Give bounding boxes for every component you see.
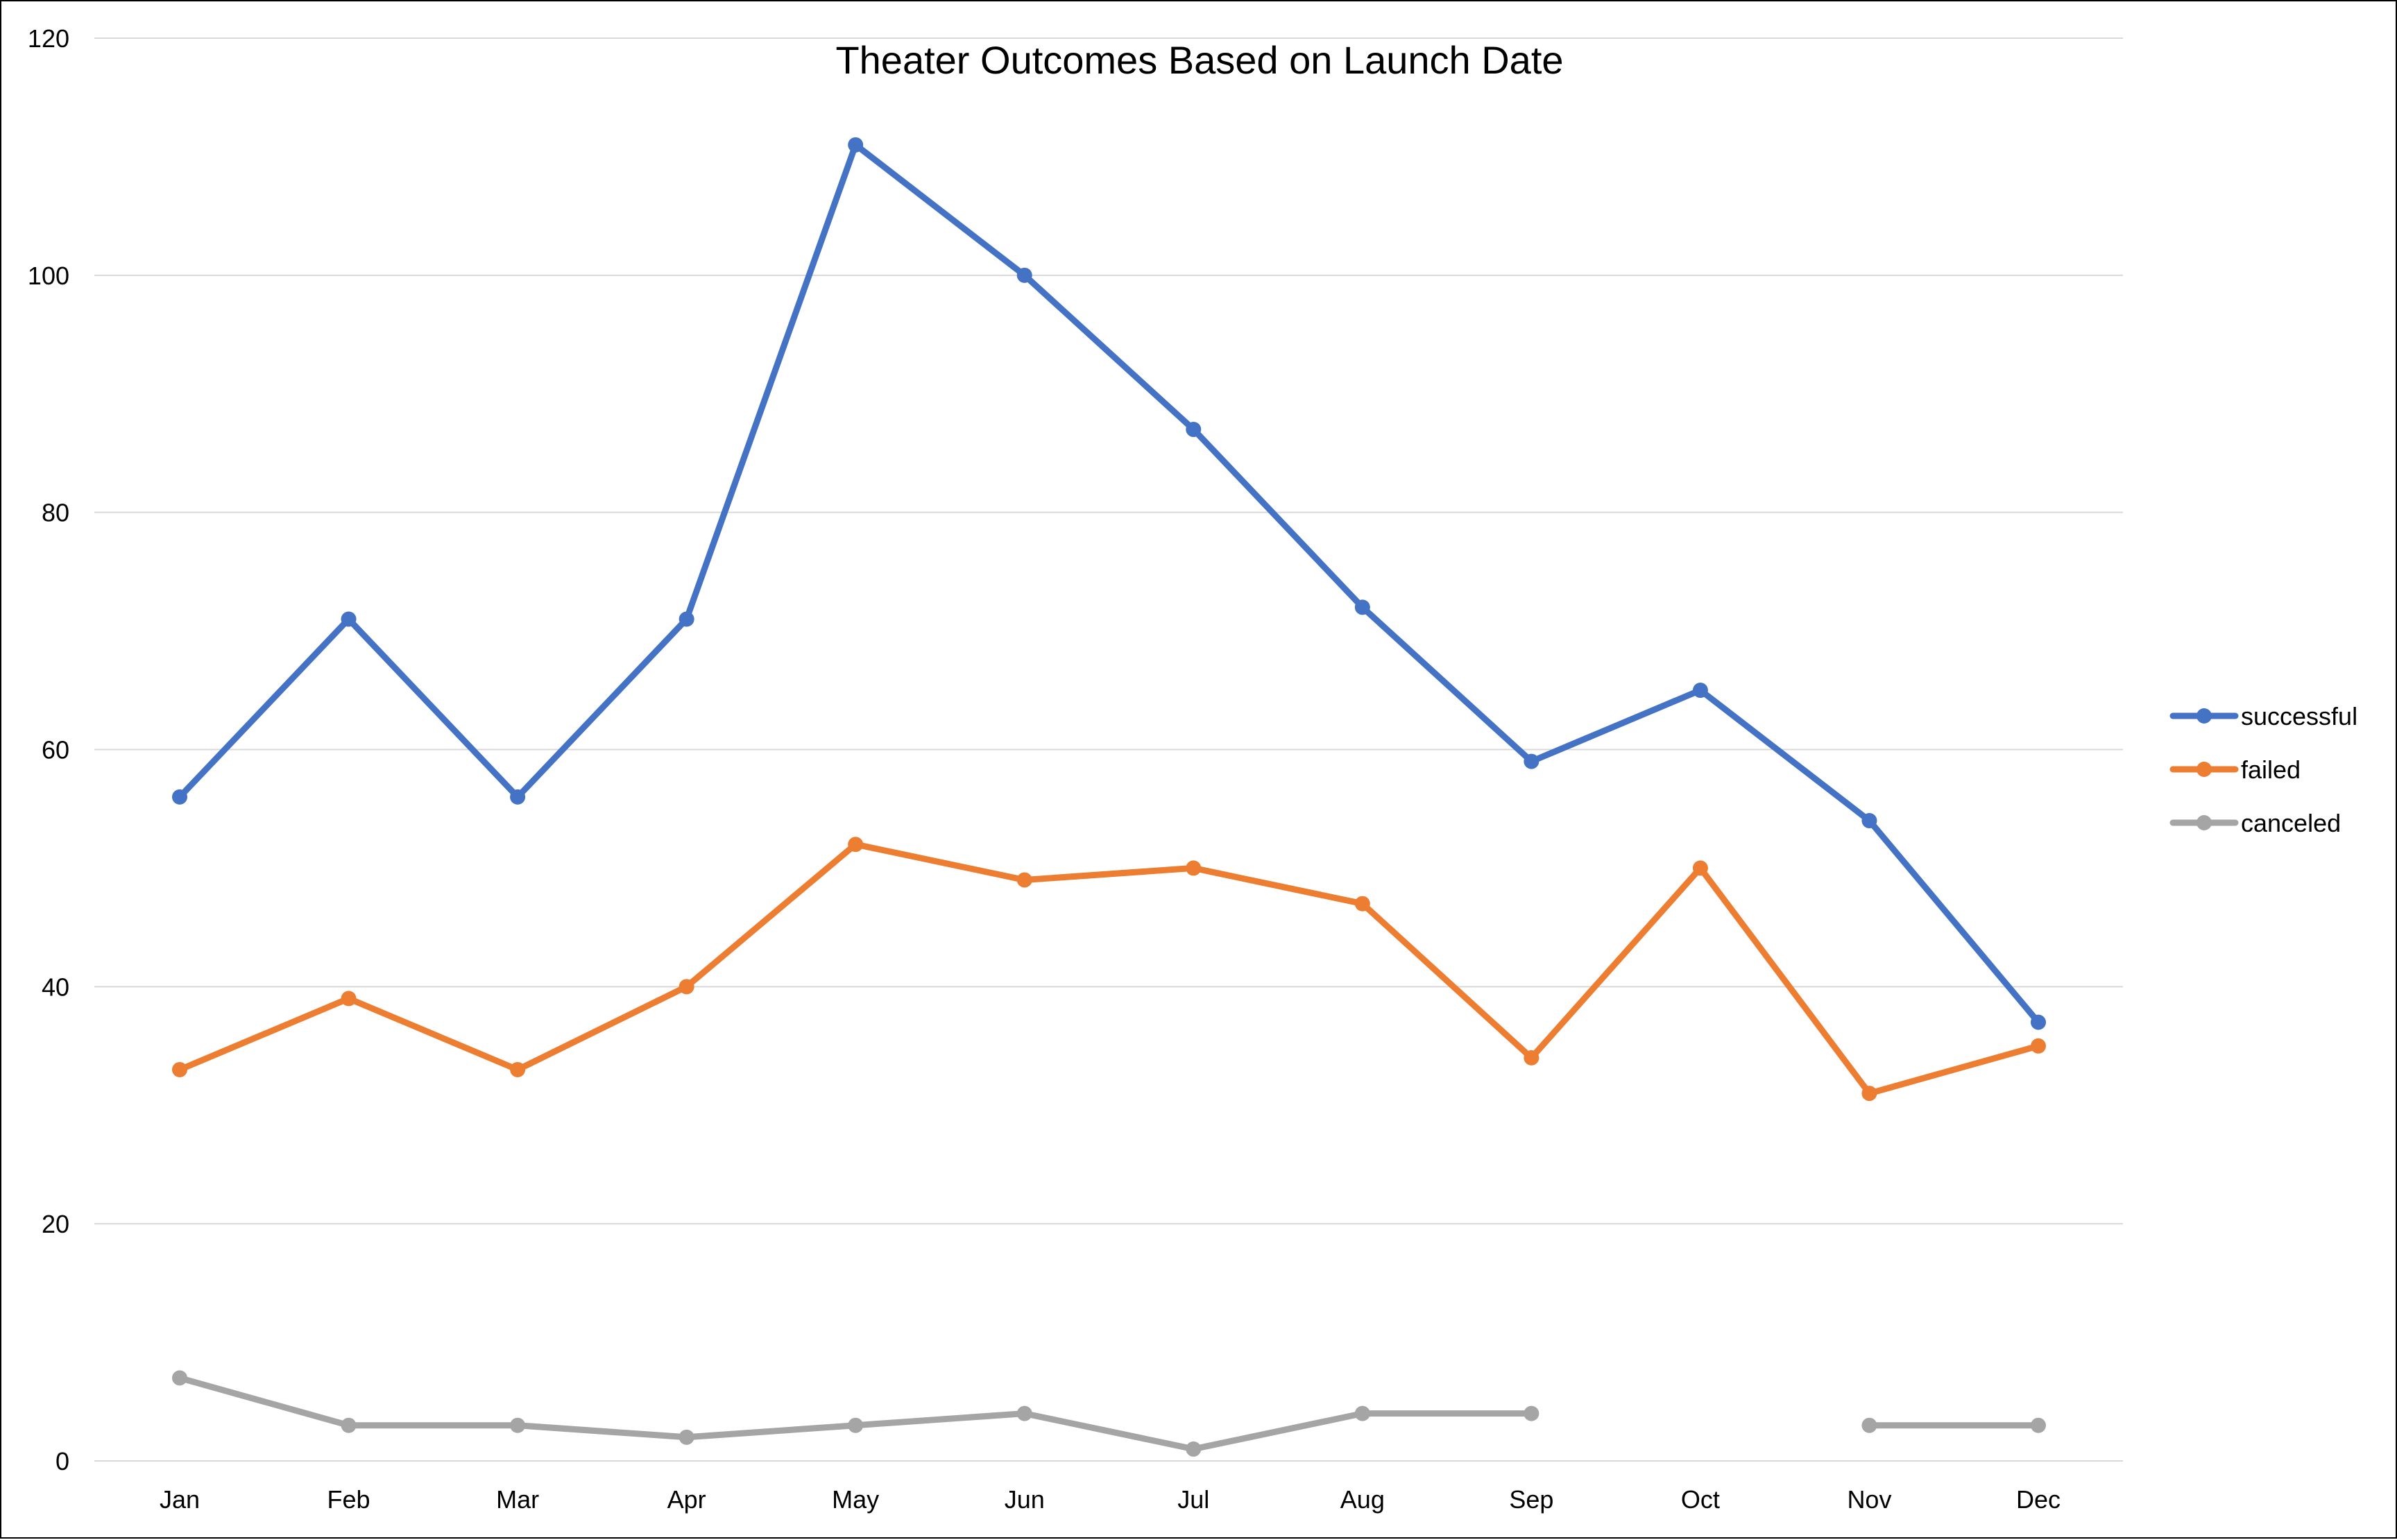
data-point-canceled (172, 1370, 187, 1386)
data-point-successful (848, 137, 864, 153)
legend-item-successful: successful (2169, 702, 2357, 730)
legend-label: successful (2241, 702, 2357, 730)
data-point-canceled (341, 1417, 357, 1433)
data-point-successful (679, 611, 694, 627)
y-tick-label: 40 (42, 973, 69, 1001)
x-tick-label: Nov (1847, 1485, 1891, 1514)
data-point-successful (1186, 422, 1202, 438)
data-point-successful (510, 789, 526, 805)
y-tick-label: 80 (42, 499, 69, 527)
data-point-failed (1692, 860, 1708, 876)
legend-swatch-marker (2196, 708, 2212, 724)
data-point-successful (341, 611, 357, 627)
x-tick-label: Mar (496, 1485, 539, 1514)
data-point-failed (172, 1061, 187, 1077)
data-point-failed (1354, 896, 1370, 912)
data-point-canceled (1861, 1417, 1877, 1433)
y-tick-label: 100 (28, 262, 69, 290)
x-tick-label: Oct (1681, 1485, 1720, 1514)
gridlines (94, 37, 2123, 1462)
chart-title: Theater Outcomes Based on Launch Date (835, 38, 1563, 82)
legend: successful failed canceled (2169, 702, 2357, 837)
data-point-successful (1354, 599, 1370, 615)
data-point-canceled (1524, 1405, 1539, 1421)
x-tick-label: Aug (1340, 1485, 1385, 1514)
series-line-successful (176, 142, 2042, 1026)
y-tick-label: 20 (42, 1210, 69, 1238)
series-failed (172, 837, 2046, 1102)
legend-swatch-marker (2196, 762, 2212, 777)
x-tick-label: Apr (667, 1485, 706, 1514)
series-line-failed (176, 841, 2042, 1097)
series-canceled (172, 1370, 2046, 1457)
data-point-canceled (2031, 1417, 2046, 1433)
data-point-canceled (510, 1417, 526, 1433)
x-tick-label: Sep (1509, 1485, 1553, 1514)
data-point-failed (2031, 1038, 2046, 1054)
data-point-successful (2031, 1014, 2046, 1030)
series-lines (172, 137, 2046, 1457)
legend-label: canceled (2241, 809, 2341, 837)
data-point-failed (510, 1061, 526, 1077)
data-point-canceled (679, 1429, 694, 1445)
y-axis-tick-labels: 0 20 40 60 80 100 120 (28, 24, 69, 1475)
data-point-failed (1524, 1050, 1539, 1066)
x-tick-label: Dec (2016, 1485, 2061, 1514)
y-tick-label: 0 (56, 1447, 69, 1475)
data-point-canceled (848, 1417, 864, 1433)
data-point-canceled (1354, 1405, 1370, 1421)
data-point-successful (172, 789, 187, 805)
x-tick-label: Jul (1177, 1485, 1209, 1514)
series-successful (172, 137, 2046, 1030)
y-tick-label: 120 (28, 24, 69, 53)
x-tick-label: May (832, 1485, 879, 1514)
legend-swatch-marker (2196, 815, 2212, 830)
data-point-successful (1016, 267, 1032, 283)
legend-item-canceled: canceled (2169, 809, 2341, 837)
x-tick-label: Jun (1005, 1485, 1045, 1514)
legend-item-failed: failed (2169, 755, 2301, 784)
data-point-failed (341, 991, 357, 1007)
data-point-failed (1861, 1086, 1877, 1102)
data-point-successful (1692, 683, 1708, 699)
legend-label: failed (2241, 755, 2301, 784)
data-point-failed (679, 979, 694, 995)
data-point-canceled (1016, 1405, 1032, 1421)
y-tick-label: 60 (42, 736, 69, 764)
data-point-canceled (1186, 1441, 1202, 1457)
x-tick-label: Feb (327, 1485, 370, 1514)
data-point-failed (848, 837, 864, 853)
x-axis-tick-labels: Jan Feb Mar Apr May Jun Jul Aug Sep Oct Nov Dec (160, 1485, 2061, 1514)
x-tick-label: Jan (160, 1485, 200, 1514)
data-point-successful (1524, 753, 1539, 769)
data-point-failed (1186, 860, 1202, 876)
data-point-successful (1861, 813, 1877, 829)
series-line-canceled (176, 1374, 2042, 1453)
data-point-failed (1016, 872, 1032, 888)
